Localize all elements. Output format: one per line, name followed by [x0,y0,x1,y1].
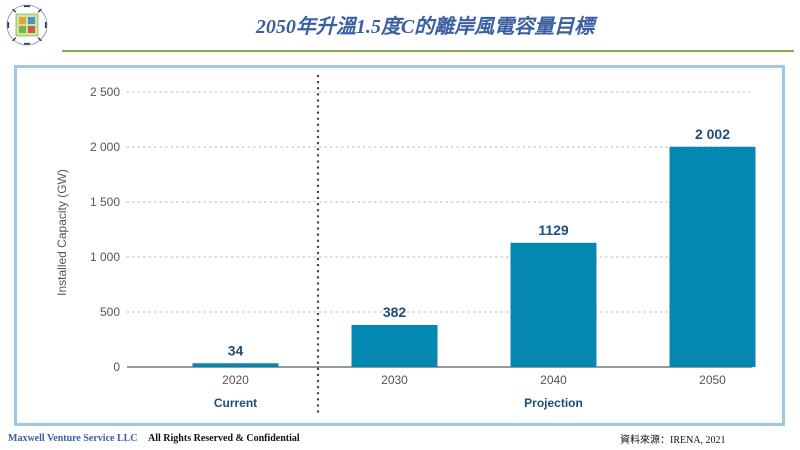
value-label-2040: 1129 [538,222,569,238]
value-label-2030: 382 [383,304,407,320]
page-title: 2050年升溫1.5度C的離岸風電容量目標 [255,16,595,38]
value-label-2020: 34 [228,342,244,358]
footer-copyright: Maxwell Venture Service LLC All Rights R… [8,433,300,444]
y-tick-label: 2 000 [90,140,120,154]
chart-frame: 0 500 1 000 1 500 2 000 2 500 Installed Capaci… [14,65,785,426]
title-divider [62,50,794,52]
x-tick-label-2020: 2020 [222,373,249,387]
x-tick-label-2040: 2040 [540,373,567,387]
y-tick-label: 500 [100,305,120,319]
y-tick-label: 1 500 [90,195,120,209]
x-tick-label-2050: 2050 [699,373,726,387]
bar-2030 [351,324,438,367]
bar-2020 [192,363,279,367]
footer-rights: All Rights Reserved & Confidential [148,433,300,444]
bar-2050 [669,146,756,367]
company-logo-seal [6,4,48,46]
group-label-current: Current [214,396,257,410]
y-tick-label: 1 000 [90,250,120,264]
footer-company: Maxwell Venture Service LLC [8,433,138,444]
y-tick-label: 0 [113,360,120,374]
y-axis-title: Installed Capacity (GW) [55,169,69,296]
group-label-projection: Projection [524,396,583,410]
x-tick-label-2030: 2030 [381,373,408,387]
y-tick-label: 2 500 [90,85,120,99]
data-source: 資料來源：IRENA, 2021 [620,435,726,446]
bar-chart: 0 500 1 000 1 500 2 000 2 500 Installed Capaci… [55,74,756,415]
bar-2040 [510,242,597,367]
value-label-2050: 2 002 [695,126,730,142]
